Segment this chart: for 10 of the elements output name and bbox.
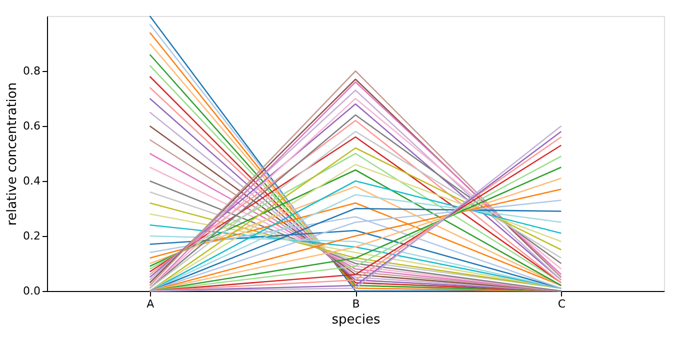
x-tick-label: C xyxy=(558,298,566,310)
x-axis-title: species xyxy=(332,312,380,328)
y-tick-label: 0.4 xyxy=(23,174,40,188)
x-tick-label: B xyxy=(352,298,360,310)
y-tick-label: 0.8 xyxy=(23,64,40,78)
y-axis-title: relative concentration xyxy=(5,82,20,226)
y-tick-label: 0.6 xyxy=(23,120,40,132)
y-tick-label: 0.2 xyxy=(23,230,40,242)
y-tick-label: 0.0 xyxy=(23,284,40,298)
x-tick-label: A xyxy=(146,298,155,310)
